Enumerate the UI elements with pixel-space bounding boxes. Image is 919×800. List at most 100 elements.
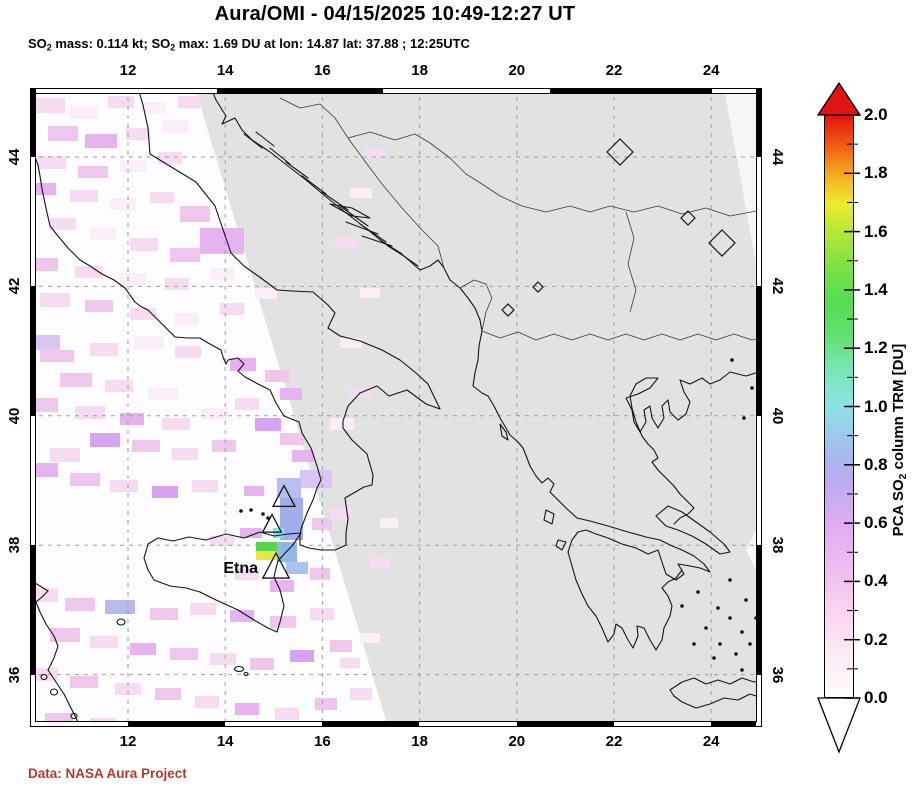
lat-tick-label: 38: [5, 536, 23, 554]
colorbar-tick-value: 0.4: [864, 571, 888, 591]
emission-source-diamond-icon: [606, 138, 634, 166]
island-dot: [680, 604, 684, 608]
island-dot: [716, 606, 720, 610]
colorbar-arrow-down-icon: [817, 697, 861, 754]
frame-segment: [30, 721, 128, 727]
frame-segment: [756, 416, 762, 545]
so2-pixel: [78, 166, 108, 178]
so2-pixel: [330, 508, 352, 520]
colorbar-tick-value: 1.2: [864, 338, 888, 358]
so2-pixel: [108, 96, 134, 108]
frame-segment: [30, 88, 36, 157]
frame-segment: [30, 416, 36, 545]
so2-pixel: [110, 480, 138, 492]
lon-tick-label: 14: [216, 733, 234, 750]
subtitle-sub1: 2: [46, 42, 52, 53]
lat-tick-label: 36: [769, 666, 787, 683]
so2-pixel: [280, 433, 304, 445]
so2-pixel: [70, 190, 98, 202]
volcano-triangle-icon: [261, 551, 291, 579]
island-dot: [718, 642, 722, 646]
so2-pixel: [90, 343, 118, 356]
so2-pixel: [235, 568, 259, 580]
so2-pixel: [270, 616, 296, 628]
lat-tick-label: 44: [769, 148, 787, 166]
island-dot: [261, 512, 265, 516]
so2-pixel: [220, 303, 244, 315]
so2-pixel: [240, 528, 262, 538]
so2-pixel: [50, 628, 80, 642]
border-greece-north: [481, 330, 762, 341]
so2-pixel: [130, 643, 156, 655]
frame-segment: [419, 721, 517, 727]
colorbar-tick-value: 0.6: [864, 513, 888, 533]
frame-segment: [225, 721, 322, 727]
so2-pixel: [150, 192, 174, 203]
volcano-triangle-icon: [271, 484, 297, 508]
so2-pixel: [158, 152, 182, 164]
border-albania-macedonia: [459, 279, 493, 332]
so2-pixel: [65, 598, 95, 611]
so2-pixel: [286, 562, 308, 574]
so2-pixel: [90, 636, 118, 648]
so2-pixel: [30, 398, 58, 412]
island-dot: [730, 358, 734, 362]
lon-tick-label: 22: [605, 733, 623, 750]
frame-segment: [712, 88, 756, 94]
so2-pixel: [30, 463, 58, 477]
frame-segment: [517, 721, 614, 727]
country-border-layer: [279, 97, 762, 341]
so2-pixel: [300, 470, 332, 488]
island-dot: [748, 642, 752, 646]
so2-pixel: [50, 218, 76, 230]
island-dot: [712, 656, 716, 660]
so2-pixel: [190, 603, 216, 615]
so2-pixel: [280, 388, 302, 400]
island-dot: [742, 416, 746, 420]
so2-pixel: [195, 696, 219, 708]
lat-tick-label: 44: [5, 148, 23, 166]
so2-pixel: [110, 198, 136, 210]
so2-pixel: [340, 658, 360, 668]
so2-pixel: [310, 568, 330, 580]
so2-pixel: [70, 676, 98, 688]
so2-pixel: [126, 128, 150, 140]
so2-pixel: [175, 346, 201, 358]
lon-tick-label: 12: [119, 62, 137, 79]
coastline-greece-south: [567, 517, 711, 651]
so2-pixel: [235, 703, 259, 715]
lat-tick-label: 40: [769, 407, 787, 425]
island-gozo: [243, 671, 249, 677]
so2-pixel: [255, 418, 281, 431]
so2-pixel: [277, 478, 301, 498]
etna-volcano-label: Etna: [223, 560, 258, 577]
border-north-balkans: [347, 131, 762, 217]
colorbar-tick-value: 1.8: [864, 163, 888, 183]
so2-pixel: [380, 518, 398, 528]
so2-pixel: [162, 120, 188, 133]
lat-tick-label: 42: [769, 278, 787, 295]
lat-tick-label: 38: [769, 536, 787, 554]
frame-segment: [128, 721, 225, 727]
so2-pixel: [155, 688, 181, 700]
frame-segment: [711, 721, 762, 727]
frame-segment: [322, 721, 419, 727]
lon-tick-label: 20: [508, 733, 526, 750]
so2-pixel: [48, 126, 78, 141]
lat-tick-label: 36: [5, 666, 23, 683]
so2-pixel: [256, 551, 277, 560]
colorbar-title-sub: 2: [897, 473, 909, 480]
island-dot: [249, 508, 253, 512]
so2-pixel: [90, 228, 116, 240]
lon-tick-label: 24: [702, 733, 720, 750]
so2-pixel: [365, 148, 385, 158]
so2-pixel: [210, 268, 234, 280]
islands-dalmatian: [243, 131, 419, 267]
frame-segment: [383, 88, 550, 94]
so2-pixel: [370, 558, 390, 568]
so2-pixel: [30, 335, 60, 350]
so2-pixel: [70, 473, 100, 486]
so2-pixel: [85, 134, 117, 148]
lon-tick-label: 16: [314, 733, 331, 750]
